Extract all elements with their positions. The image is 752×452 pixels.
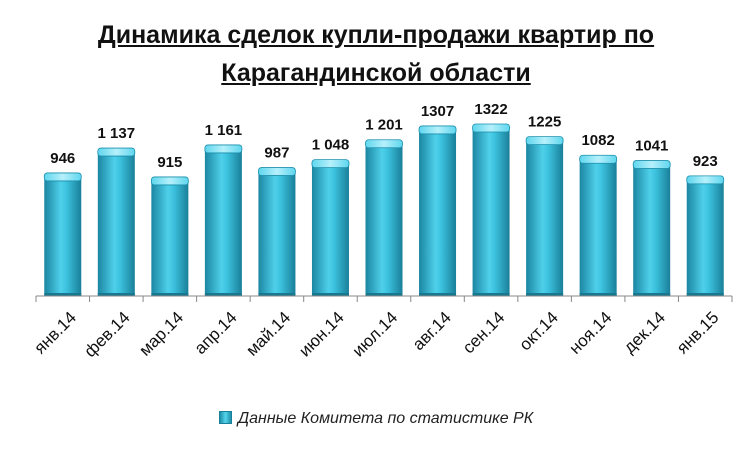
bar-base	[44, 293, 82, 296]
x-tick-label: ноя.14	[565, 308, 615, 358]
legend-swatch	[218, 411, 232, 424]
bar-body	[365, 143, 403, 296]
data-label: 946	[50, 150, 75, 167]
data-label: 1 161	[205, 122, 243, 139]
bar-base	[258, 293, 296, 296]
data-labels-layer: 946 1 137 915 1 161 987 1 048 1 201 1307 1322 122…	[50, 101, 717, 171]
bar-cap	[365, 139, 403, 149]
bar	[525, 136, 564, 296]
bar-base	[579, 293, 617, 296]
bar-body	[419, 129, 457, 296]
bar-body	[472, 128, 510, 296]
bar-base	[204, 293, 242, 296]
x-tick-labels-layer: янв.14 фев.14 мар.14 апр.14 май.14 июн.14 июл.…	[30, 308, 722, 361]
bar-body	[44, 176, 82, 296]
bar-cap	[525, 136, 564, 146]
bar-base	[686, 293, 724, 296]
bar-base	[311, 293, 349, 296]
bar-cap	[472, 123, 510, 133]
data-label: 915	[157, 154, 182, 171]
chart-title-line-1: Динамика сделок купли-продажи квартир по	[97, 21, 655, 49]
x-tick-label: янв.14	[30, 308, 80, 358]
legend-label: Данные Комитета по статистике РК	[237, 410, 534, 427]
bar-base	[472, 293, 510, 296]
data-label: 1 048	[312, 137, 350, 154]
x-tick-label: окт.14	[516, 308, 562, 354]
bar	[472, 123, 510, 296]
x-axis	[35, 295, 733, 302]
bar-base	[365, 293, 403, 296]
data-label: 1 137	[98, 125, 136, 142]
bar-body	[151, 180, 189, 296]
bar-body	[633, 164, 671, 296]
bar	[579, 154, 618, 296]
bar-cap	[311, 159, 350, 169]
bar-cap	[632, 160, 671, 169]
bar	[258, 167, 296, 296]
bar-body	[97, 152, 135, 296]
bar-base	[151, 293, 189, 296]
bar-base	[419, 293, 457, 296]
bar	[204, 144, 243, 296]
bar-base	[526, 293, 564, 296]
x-tick-label: авг.14	[409, 308, 455, 354]
x-tick-label: фев.14	[81, 308, 134, 361]
bar	[632, 160, 671, 296]
bar	[311, 159, 350, 296]
x-tick-label: дек.14	[620, 308, 669, 357]
x-tick-label: апр.14	[191, 308, 241, 358]
bar-cap	[579, 154, 618, 164]
bar-base	[97, 293, 135, 296]
bar-cap	[150, 176, 189, 186]
data-label: 923	[693, 153, 718, 170]
x-tick-label: янв.15	[673, 308, 723, 358]
bars-layer	[43, 123, 725, 296]
legend: Данные Комитета по статистике РК	[0, 410, 752, 428]
x-tick-label: мар.14	[135, 308, 187, 360]
data-label: 1307	[421, 103, 454, 120]
bar-cap	[686, 175, 725, 185]
data-label: 1322	[474, 101, 507, 118]
bar-base	[633, 293, 671, 296]
bar-body	[311, 163, 349, 296]
bar	[418, 125, 457, 296]
bar	[365, 139, 403, 296]
bar	[97, 147, 136, 296]
x-tick-label: июл.14	[349, 308, 402, 361]
x-tick-label: сен.14	[459, 308, 508, 357]
bar	[686, 175, 725, 296]
x-tick-label: июн.14	[295, 308, 348, 361]
bar-cap	[97, 147, 136, 157]
data-label: 987	[264, 145, 289, 162]
bar	[43, 172, 82, 296]
data-label: 1 201	[365, 117, 403, 134]
bar-cap	[418, 125, 457, 135]
bar-body	[258, 171, 296, 296]
bar-cap	[204, 144, 243, 154]
bar-cap	[258, 167, 296, 176]
data-label: 1041	[635, 138, 668, 155]
bar-body	[579, 159, 617, 296]
bar-body	[526, 140, 564, 296]
x-tick-label: май.14	[242, 308, 294, 360]
chart-title-line-2: Карагандинской области	[221, 59, 531, 87]
bar-cap	[43, 172, 82, 182]
bar-body	[686, 179, 724, 296]
bar	[150, 176, 189, 296]
bar-body	[204, 148, 242, 296]
data-label: 1082	[581, 132, 614, 149]
data-label: 1225	[528, 114, 561, 131]
